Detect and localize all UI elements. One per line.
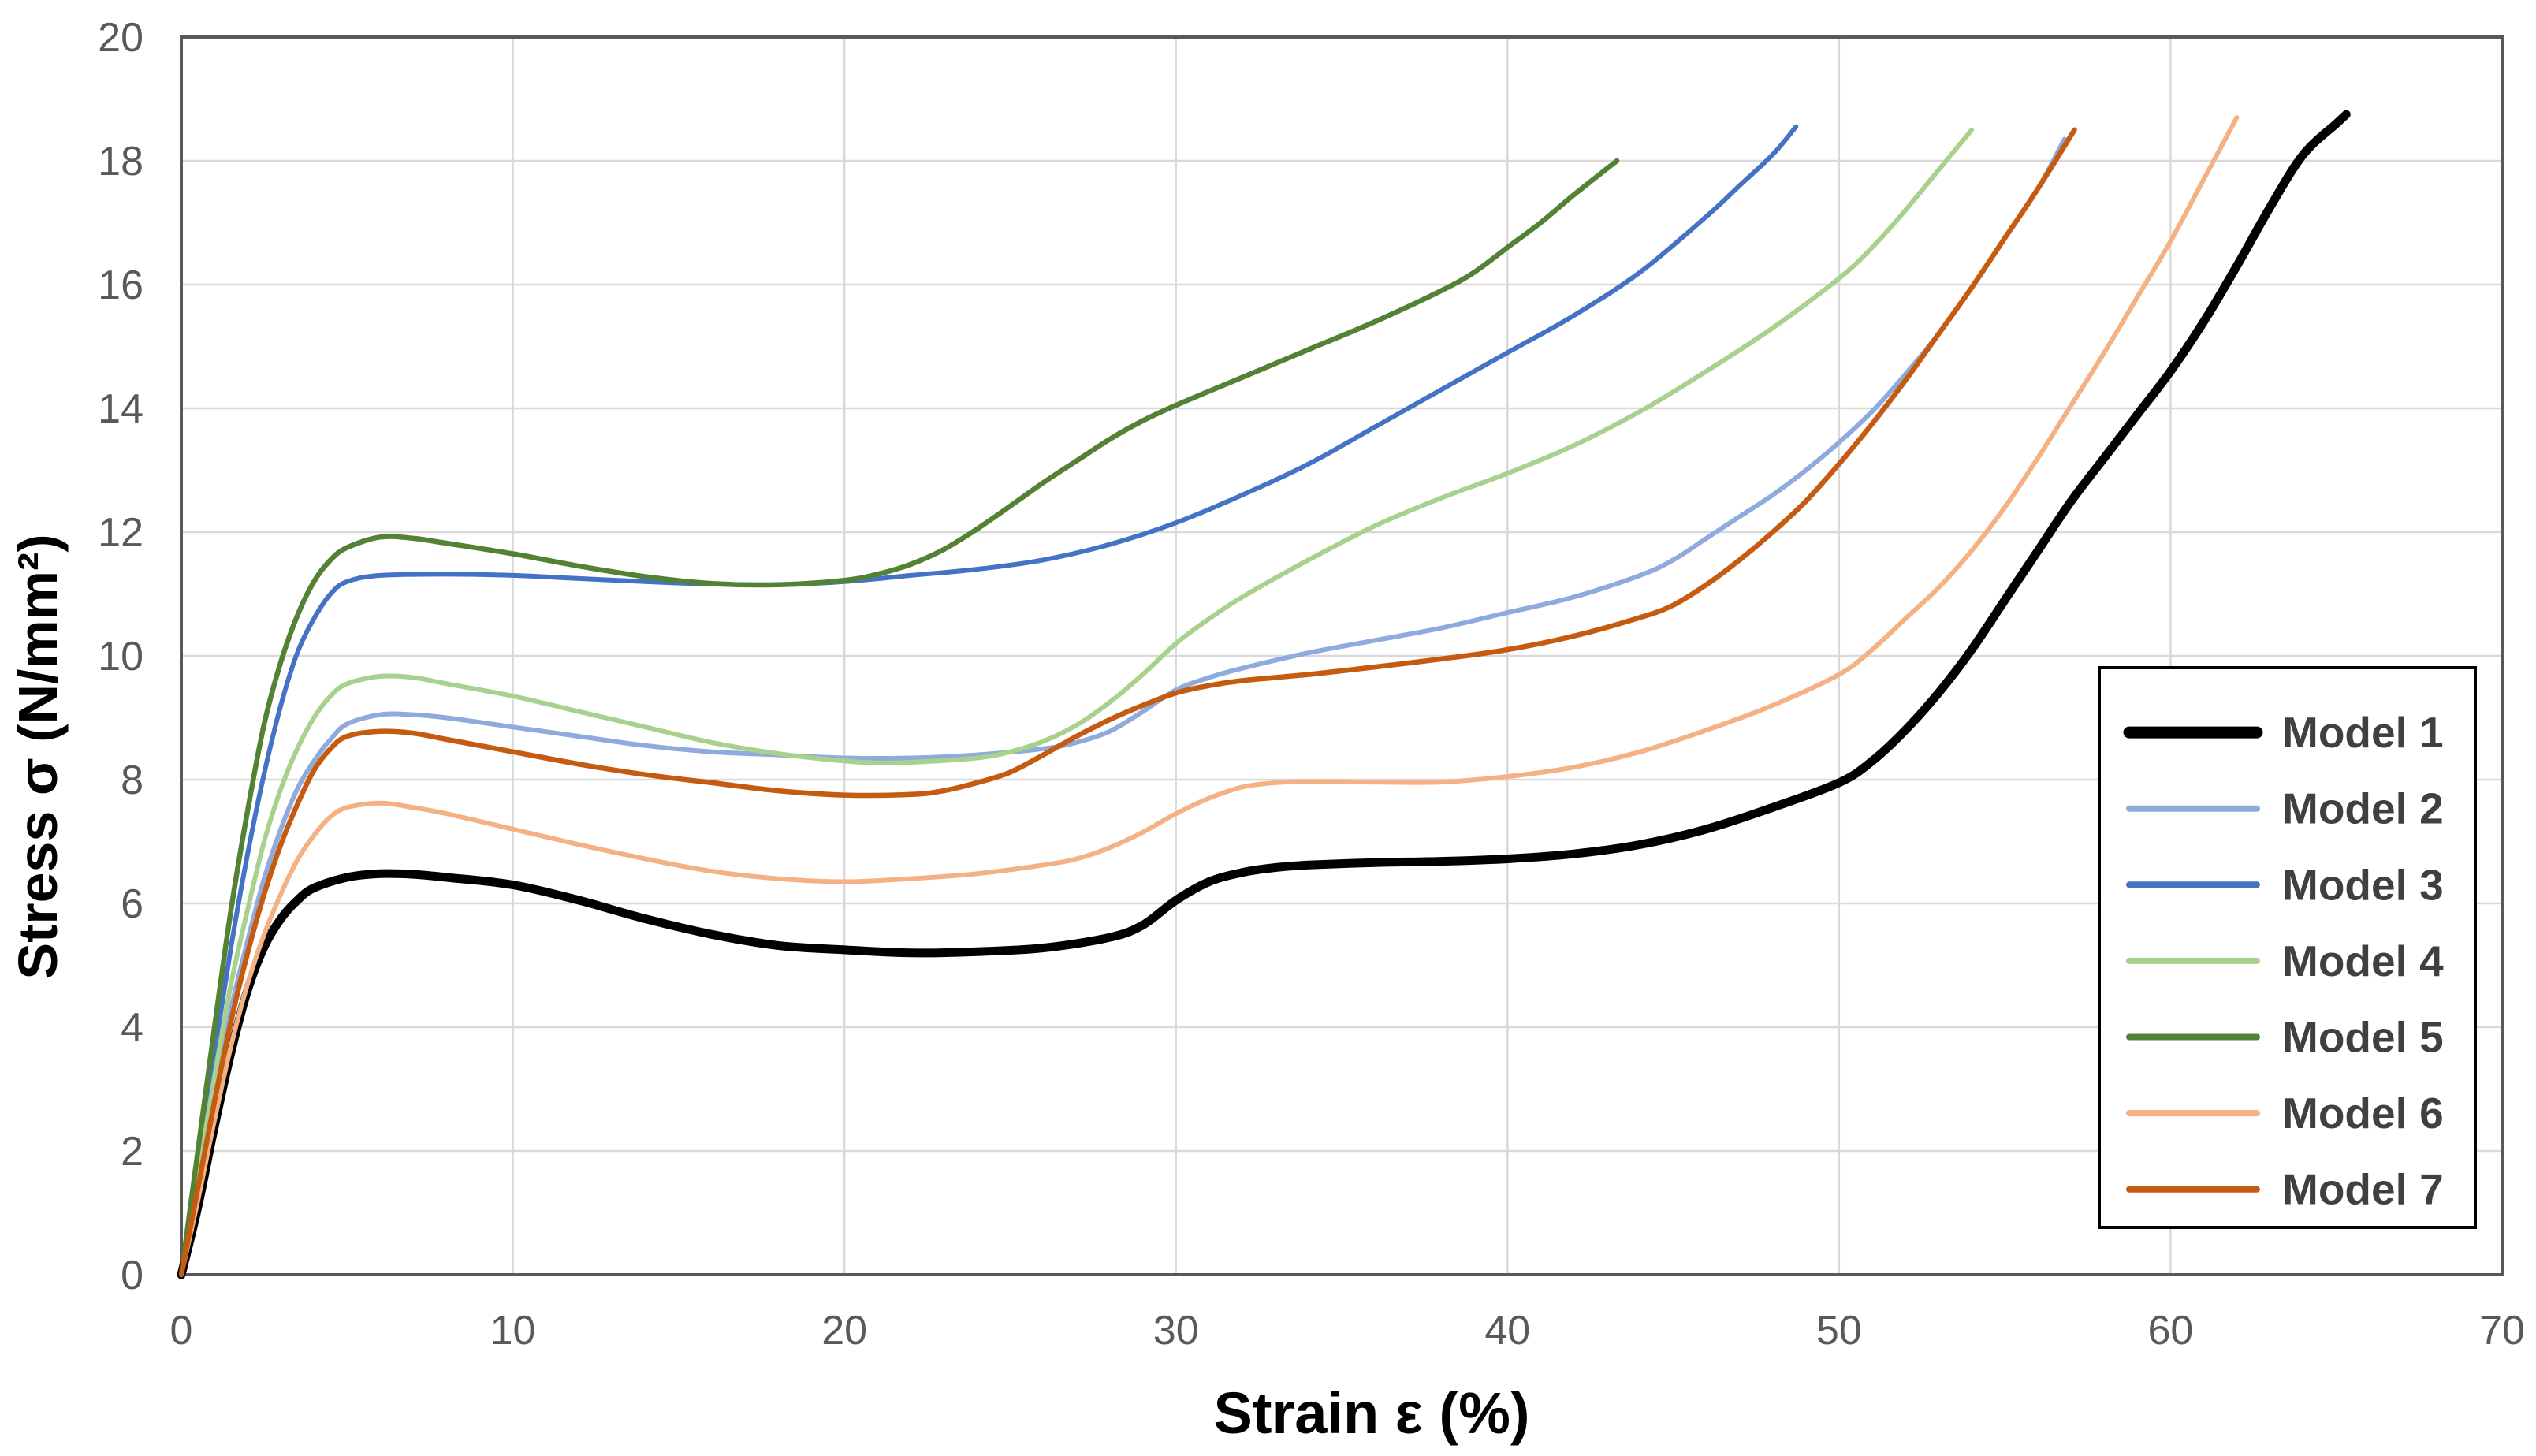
y-tick-16: 16 (98, 263, 143, 308)
y-tick-2: 2 (121, 1129, 143, 1175)
series-line-model-7 (178, 127, 2077, 1278)
y-tick-4: 4 (121, 1005, 143, 1051)
legend-label: Model 2 (2282, 784, 2444, 833)
x-tick-20: 20 (821, 1308, 867, 1354)
series-line-model-5 (178, 158, 1620, 1278)
x-tick-50: 50 (1816, 1308, 1862, 1354)
y-tick-20: 20 (98, 15, 143, 61)
legend-item-model-7: Model 7 (2126, 1165, 2444, 1214)
y-tick-8: 8 (121, 758, 143, 803)
series-line-model-3 (179, 124, 1799, 1277)
y-tick-10: 10 (98, 634, 143, 680)
y-axis-title: Stress σ (N/mm²) (7, 534, 69, 979)
legend-item-model-1: Model 1 (2123, 708, 2444, 757)
legend-box (2098, 666, 2477, 1229)
y-tick-0: 0 (121, 1253, 143, 1298)
legend-item-model-2: Model 2 (2126, 784, 2444, 833)
x-tick-40: 40 (1484, 1308, 1530, 1354)
plot-area-border (180, 35, 2504, 1276)
series-line-model-1 (177, 110, 2351, 1279)
x-tick-60: 60 (2148, 1308, 2194, 1354)
legend: Model 1 Model 2 Model 3 Model 4 Model 5 Model… (2098, 666, 2477, 1229)
legend-item-model-5: Model 5 (2126, 1013, 2444, 1062)
plot-border (180, 35, 2504, 1276)
x-tick-10: 10 (490, 1308, 536, 1354)
legend-item-model-4: Model 4 (2126, 937, 2444, 985)
series-line-model-4 (179, 127, 1975, 1277)
series-line-model-2 (179, 136, 2067, 1277)
x-axis-title: Strain ε (%) (1213, 1380, 1529, 1446)
tick-labels: 0 10 20 30 40 50 60 70 0 2 4 6 8 10 12 14 16 18 20 (98, 15, 2525, 1354)
x-tick-0: 0 (170, 1308, 193, 1354)
y-tick-12: 12 (98, 510, 143, 556)
y-tick-6: 6 (121, 881, 143, 927)
legend-label: Model 5 (2282, 1013, 2444, 1062)
y-tick-18: 18 (98, 139, 143, 184)
legend-label: Model 1 (2282, 708, 2444, 757)
legend-item-model-6: Model 6 (2126, 1089, 2444, 1138)
y-tick-14: 14 (98, 386, 143, 432)
x-tick-30: 30 (1153, 1308, 1199, 1354)
legend-label: Model 3 (2282, 860, 2444, 909)
x-tick-70: 70 (2479, 1308, 2525, 1354)
legend-label: Model 6 (2282, 1089, 2444, 1138)
legend-item-model-3: Model 3 (2126, 860, 2444, 909)
legend-label: Model 4 (2282, 937, 2444, 985)
legend-label: Model 7 (2282, 1165, 2444, 1214)
series-lines (177, 110, 2351, 1279)
series-line-model-6 (179, 115, 2240, 1277)
